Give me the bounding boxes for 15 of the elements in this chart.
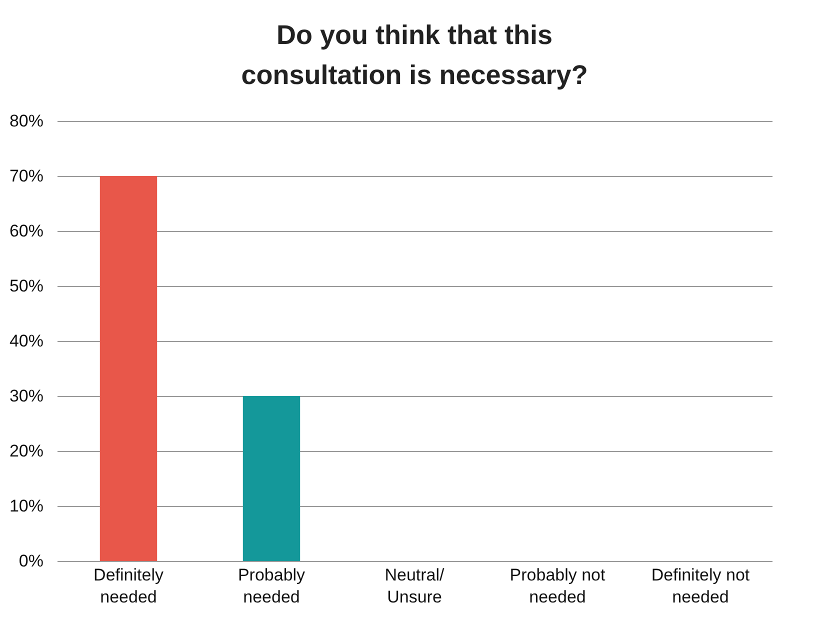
x-tick-label: Definitely needed xyxy=(94,566,164,606)
y-tick-label: 70% xyxy=(9,166,44,186)
y-tick-label: 40% xyxy=(9,332,44,350)
x-tick-label: Definitely not needed xyxy=(651,566,750,606)
y-tick-label: 60% xyxy=(9,222,44,240)
y-tick-label: 0% xyxy=(18,552,44,570)
y-tick-label: 50% xyxy=(9,276,44,296)
chart-title: Do you think that this consultation is necessary? xyxy=(241,20,588,90)
y-tick-label: 30% xyxy=(9,386,44,406)
x-tick-label: Neutral/ Unsure xyxy=(384,566,445,606)
x-tick-label: Probably not needed xyxy=(510,566,606,606)
y-tick-label: 80% xyxy=(9,112,44,130)
x-tick-label: Probably needed xyxy=(238,566,306,606)
y-tick-label: 10% xyxy=(9,496,44,516)
y-tick-label: 20% xyxy=(9,442,44,460)
